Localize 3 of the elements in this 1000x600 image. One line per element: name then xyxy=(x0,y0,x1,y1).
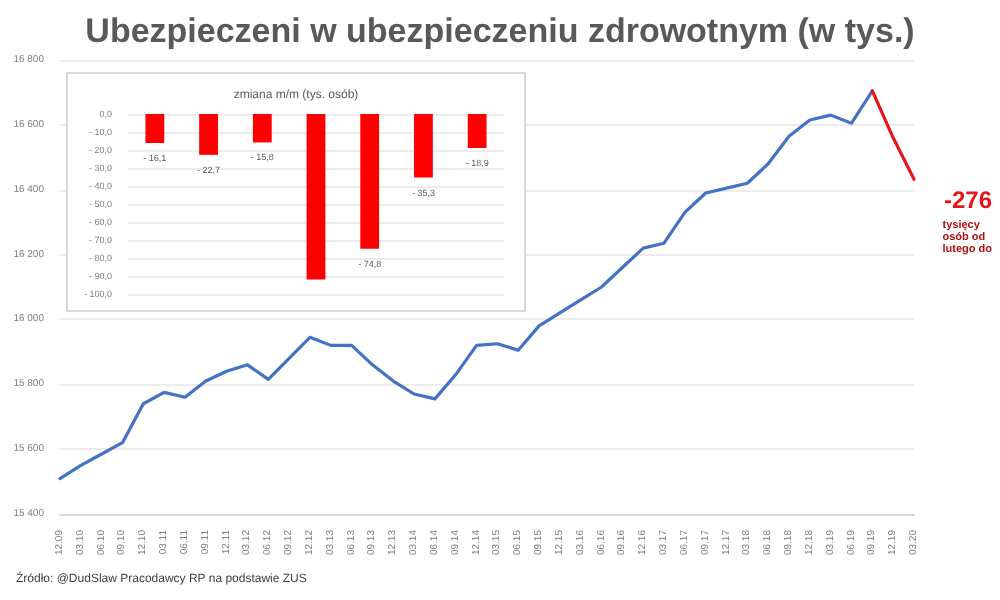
chart-title: Ubezpieczeni w ubezpieczeniu zdrowotnym (w tys.) xyxy=(85,12,915,50)
text: -276 xyxy=(943,186,993,214)
line-series xyxy=(58,89,874,481)
